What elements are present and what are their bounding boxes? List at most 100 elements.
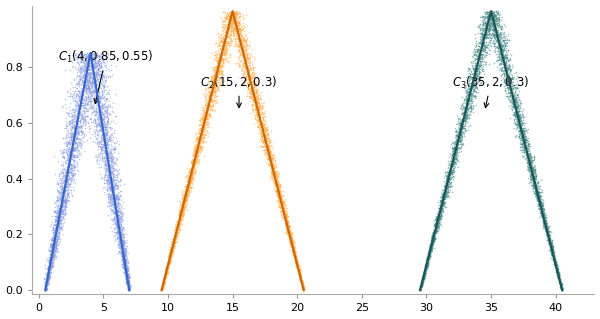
Point xyxy=(59,185,69,190)
Point xyxy=(93,115,103,120)
Point xyxy=(109,189,118,195)
Point xyxy=(554,276,564,281)
Point xyxy=(441,194,451,199)
Point xyxy=(98,120,107,125)
Point xyxy=(264,164,274,169)
Point xyxy=(207,83,217,88)
Point xyxy=(67,173,77,178)
Point xyxy=(56,194,66,199)
Point xyxy=(546,239,556,244)
Point xyxy=(195,143,205,148)
Point xyxy=(202,121,212,126)
Point xyxy=(211,53,221,58)
Point xyxy=(216,77,226,82)
Point xyxy=(67,81,76,86)
Point xyxy=(474,62,484,67)
Point xyxy=(259,125,268,130)
Point xyxy=(292,262,302,267)
Point xyxy=(251,95,261,100)
Point xyxy=(260,144,269,149)
Point xyxy=(471,61,481,66)
Point xyxy=(520,148,529,153)
Point xyxy=(94,82,104,87)
Point xyxy=(63,193,73,198)
Point xyxy=(88,51,97,56)
Point xyxy=(75,53,85,58)
Point xyxy=(517,135,527,140)
Point xyxy=(233,15,243,20)
Point xyxy=(210,83,220,88)
Point xyxy=(94,62,103,67)
Point xyxy=(64,176,73,182)
Point xyxy=(84,91,94,96)
Point xyxy=(48,243,58,249)
Point xyxy=(264,145,274,151)
Point xyxy=(297,280,307,285)
Point xyxy=(233,42,243,48)
Point xyxy=(46,248,55,253)
Point xyxy=(238,38,248,43)
Point xyxy=(270,172,280,177)
Point xyxy=(449,145,459,150)
Point xyxy=(179,207,188,212)
Point xyxy=(83,86,93,91)
Point xyxy=(44,264,54,269)
Point xyxy=(520,114,529,119)
Point xyxy=(257,115,267,120)
Point xyxy=(92,129,102,134)
Point xyxy=(122,275,132,280)
Point xyxy=(529,180,538,185)
Point xyxy=(262,146,272,152)
Point xyxy=(520,145,529,150)
Point xyxy=(489,19,499,24)
Point xyxy=(73,123,83,128)
Point xyxy=(56,210,66,215)
Point xyxy=(187,165,197,170)
Point xyxy=(47,256,56,262)
Point xyxy=(110,55,119,60)
Point xyxy=(65,151,74,156)
Point xyxy=(446,163,456,168)
Point xyxy=(121,255,130,260)
Point xyxy=(432,229,442,234)
Point xyxy=(195,136,205,141)
Point xyxy=(446,163,455,168)
Point xyxy=(213,88,223,93)
Point xyxy=(524,155,533,160)
Point xyxy=(196,145,205,150)
Point xyxy=(454,138,463,143)
Point xyxy=(470,48,479,53)
Point xyxy=(87,69,97,74)
Point xyxy=(466,96,476,101)
Point xyxy=(124,287,134,292)
Point xyxy=(168,246,178,251)
Point xyxy=(507,107,517,112)
Point xyxy=(214,52,224,57)
Point xyxy=(87,64,97,69)
Point xyxy=(70,119,79,124)
Point xyxy=(286,241,296,246)
Point xyxy=(467,81,476,86)
Point xyxy=(94,54,104,59)
Point xyxy=(493,29,502,34)
Point xyxy=(547,246,557,251)
Point xyxy=(451,154,460,159)
Point xyxy=(456,131,466,137)
Point xyxy=(241,64,251,69)
Point xyxy=(92,55,101,60)
Point xyxy=(101,167,110,172)
Point xyxy=(53,213,63,218)
Point xyxy=(425,247,435,252)
Point xyxy=(177,197,187,202)
Point xyxy=(244,60,254,65)
Point xyxy=(461,104,471,109)
Point xyxy=(482,10,492,15)
Point xyxy=(203,104,213,109)
Point xyxy=(436,201,446,206)
Point xyxy=(122,279,131,284)
Point xyxy=(220,57,230,62)
Point xyxy=(526,165,536,170)
Point xyxy=(269,172,278,177)
Point xyxy=(200,117,210,122)
Point xyxy=(66,179,76,184)
